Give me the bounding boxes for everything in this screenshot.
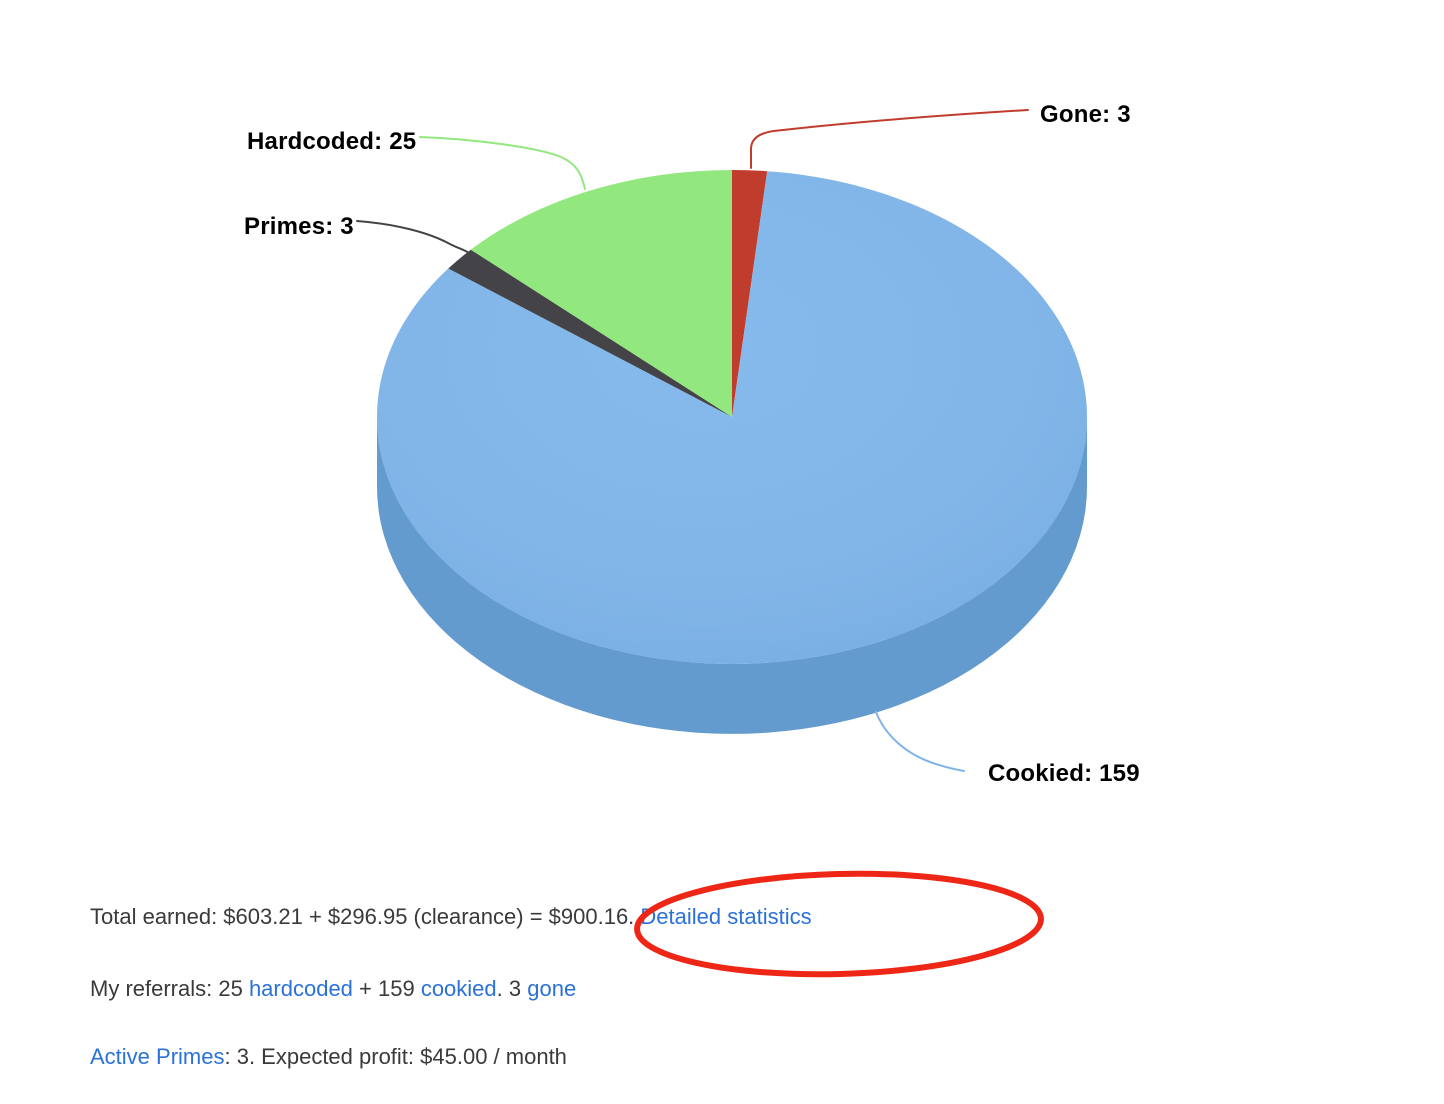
expected-profit-text: : 3. Expected profit: $45.00 / month	[224, 1044, 567, 1069]
my-referrals-line: My referrals: 25 hardcoded + 159 cookied…	[90, 976, 576, 1002]
pie-label-gone: Gone: 3	[1040, 101, 1131, 128]
pie-label-hardcoded: Hardcoded: 25	[247, 128, 417, 155]
gone-link[interactable]: gone	[527, 976, 577, 1001]
leader-line-cookied	[875, 711, 965, 772]
pie-label-cookied: Cookied: 159	[988, 760, 1140, 787]
pie-slice-cookied[interactable]	[376, 171, 1087, 664]
pie-slice-hardcoded[interactable]	[470, 170, 732, 417]
pie-slice-gone[interactable]	[732, 169, 768, 417]
active-primes-line: Active Primes: 3. Expected profit: $45.0…	[90, 1044, 567, 1070]
detailed-statistics-link[interactable]: Detailed statistics	[640, 904, 812, 929]
hardcoded-link[interactable]: hardcoded	[248, 976, 353, 1001]
total-earned-text: Total earned: $603.21 + $296.95 (clearan…	[90, 904, 641, 929]
pie-side-cookied	[377, 417, 1087, 734]
pie-slice-primes[interactable]	[448, 249, 732, 417]
leader-line-hardcoded	[419, 136, 586, 190]
total-earned-line: Total earned: $603.21 + $296.95 (clearan…	[90, 904, 812, 930]
leader-line-primes	[356, 220, 470, 254]
leader-lines-group	[356, 109, 1029, 772]
referrals-text-1: My referrals: 25	[90, 976, 249, 1001]
leader-line-gone	[750, 109, 1029, 169]
active-primes-link[interactable]: Active Primes	[90, 1044, 225, 1069]
pie-3d-canvas	[356, 109, 1087, 772]
cookied-link[interactable]: cookied	[420, 976, 497, 1001]
pie-slices-group	[376, 169, 1087, 734]
referrals-pie-chart: Gone: 3 Hardcoded: 25 Primes: 3 Cookied:…	[244, 101, 1140, 787]
referrals-text-2: + 159	[352, 976, 421, 1001]
pie-label-primes: Primes: 3	[244, 213, 354, 240]
referrals-text-3: . 3	[496, 976, 528, 1001]
